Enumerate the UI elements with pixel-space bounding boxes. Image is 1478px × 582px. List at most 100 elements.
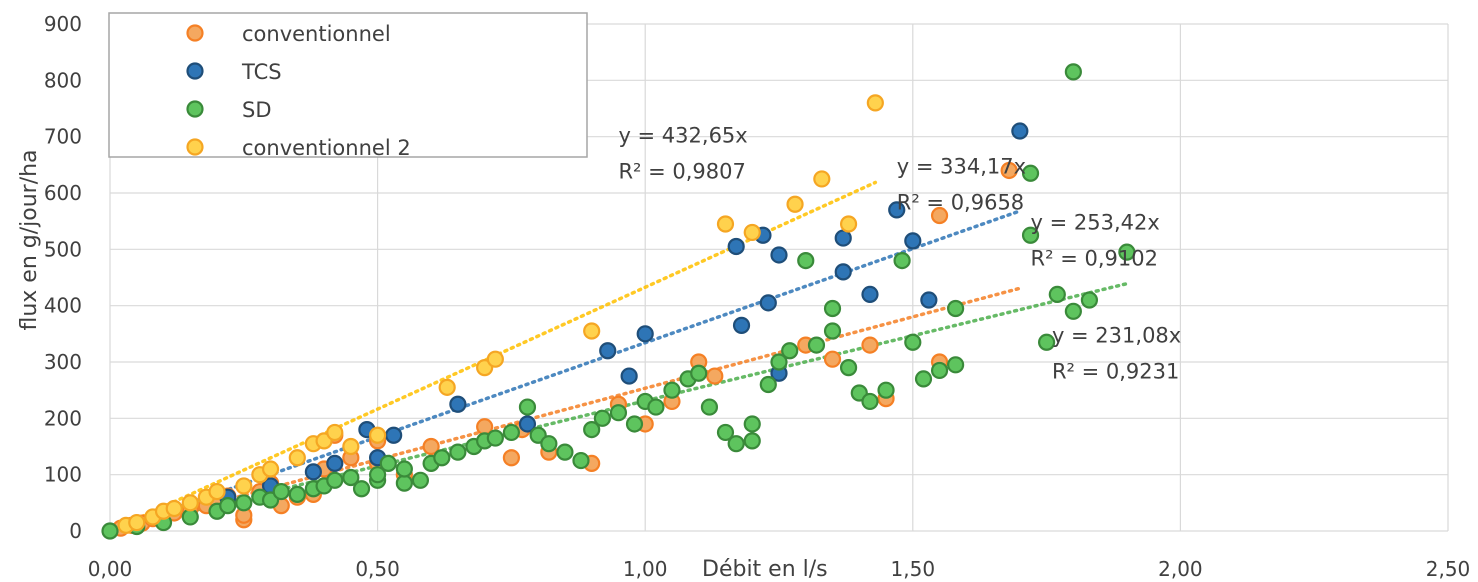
data-point [930, 361, 949, 380]
data-point [342, 468, 360, 487]
data-point [422, 437, 440, 456]
data-point [947, 356, 965, 374]
data-point [716, 423, 735, 442]
series-group [101, 63, 1136, 540]
data-points [101, 63, 1136, 540]
data-point [352, 480, 371, 498]
legend-marker [186, 138, 204, 156]
data-point [599, 342, 617, 360]
data-point [593, 409, 611, 427]
data-point [636, 325, 654, 343]
trend-equation: y = 432,65x [618, 123, 747, 147]
legend-label: SD [242, 98, 272, 122]
x-tick-label: 1,50 [891, 557, 936, 581]
data-point [620, 367, 638, 385]
data-point [379, 454, 397, 472]
x-axis-title: Débit en l/s [702, 557, 828, 582]
data-point [181, 494, 199, 512]
data-point [625, 415, 644, 433]
data-point [893, 252, 911, 270]
data-point [786, 195, 804, 213]
data-point [743, 432, 761, 450]
x-tick-label: 2,50 [1426, 557, 1471, 581]
data-point [235, 494, 253, 512]
data-point [1118, 243, 1136, 261]
data-point [1021, 164, 1040, 182]
data-point [861, 285, 879, 303]
data-point [272, 482, 290, 501]
data-point [727, 237, 745, 256]
data-point [743, 415, 761, 433]
y-tick-label: 300 [44, 350, 82, 374]
data-point [502, 449, 520, 467]
data-point [904, 333, 922, 351]
data-point [947, 299, 965, 318]
data-point [449, 395, 467, 413]
data-point [1080, 291, 1099, 309]
data-point [181, 508, 199, 526]
data-point [1037, 333, 1056, 351]
y-tick-label: 700 [44, 125, 82, 149]
data-point [518, 415, 537, 433]
data-point [930, 206, 949, 225]
data-point [486, 350, 504, 368]
data-point [770, 246, 788, 264]
data-point [326, 471, 344, 489]
data-point [540, 435, 558, 453]
data-point [861, 336, 879, 354]
y-axis-title: flux en g/jour/ha [17, 149, 42, 330]
legend-label: conventionnel 2 [242, 136, 411, 160]
trend-equation: y = 253,42x [1031, 211, 1160, 235]
r-squared-label: R² = 0,9231 [1052, 359, 1179, 383]
data-point [208, 482, 226, 501]
legend-marker [186, 100, 204, 118]
data-point [920, 291, 938, 309]
y-tick-label: 800 [44, 68, 82, 92]
data-point [101, 522, 119, 540]
x-tick-label: 0,00 [88, 557, 133, 581]
y-axis-ticks: 0 100 200 300 400 500 600 700 800 900 [44, 12, 82, 543]
data-point [663, 381, 681, 399]
data-point [690, 364, 708, 382]
y-tick-label: 600 [44, 181, 82, 205]
y-tick-label: 100 [44, 463, 82, 487]
data-point [395, 474, 413, 492]
data-point [1048, 285, 1066, 303]
trend-equation: y = 334,17x [897, 154, 1026, 178]
data-point [219, 497, 237, 515]
data-point [861, 392, 879, 411]
data-point [770, 353, 788, 371]
trend-equation: y = 231,08x [1052, 323, 1181, 347]
y-tick-label: 200 [44, 406, 82, 430]
data-point [904, 232, 922, 250]
data-point [502, 423, 520, 442]
data-point [326, 423, 344, 442]
data-point [326, 454, 344, 472]
data-point [369, 426, 387, 444]
data-point [823, 322, 842, 340]
y-tick-label: 900 [44, 12, 82, 36]
data-point [647, 398, 665, 416]
data-point [261, 460, 280, 478]
regression-annotations: y = 432,65x R² = 0,9807 y = 334,17x R² = 0,… [618, 123, 1181, 383]
x-tick-label: 1,00 [623, 557, 668, 581]
y-tick-label: 0 [69, 519, 82, 543]
data-point [411, 471, 430, 489]
data-point [759, 294, 777, 312]
data-point [700, 398, 719, 416]
data-point [823, 350, 842, 368]
legend-label: conventionnel [242, 22, 391, 46]
data-point [342, 437, 360, 456]
data-point [556, 443, 574, 461]
data-point [1021, 226, 1040, 244]
legend-marker [186, 62, 204, 80]
data-point [304, 463, 322, 481]
legend-marker [186, 24, 204, 42]
data-point [583, 322, 601, 340]
data-point [395, 460, 413, 478]
series-group [117, 94, 884, 534]
y-tick-label: 400 [44, 294, 82, 318]
legend: conventionnel TCS SD conventionnel 2 [108, 12, 588, 160]
x-tick-label: 0,50 [355, 557, 400, 581]
